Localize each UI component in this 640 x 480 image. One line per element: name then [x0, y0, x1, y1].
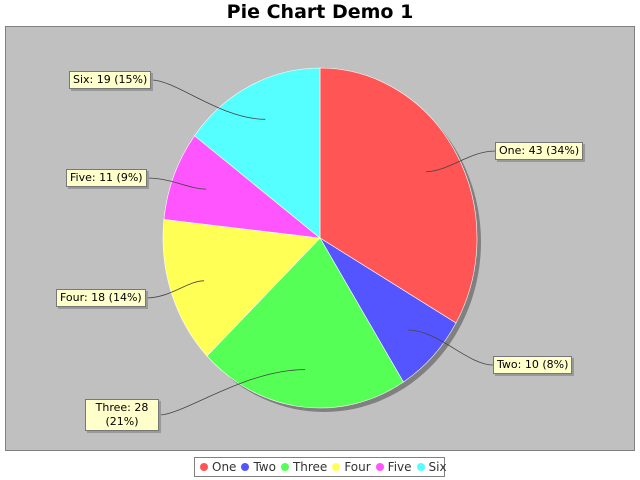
slice-label-four: Four: 18 (14%) — [56, 289, 146, 307]
pie-slice-five[interactable] — [163, 135, 321, 239]
leader-line-six — [151, 79, 266, 120]
leader-line-five — [146, 177, 207, 190]
legend-item-five: Five — [375, 460, 412, 474]
legend-label: One — [212, 460, 237, 474]
legend-item-three: Three — [280, 460, 328, 474]
legend-swatch — [200, 463, 208, 471]
legend-label: Three — [292, 460, 328, 474]
legend-item-one: One — [200, 460, 236, 474]
slice-label-six: Six: 19 (15%) — [69, 71, 152, 89]
legend-label: Four — [344, 460, 371, 474]
legend: One Two Three Four Five Six — [194, 457, 447, 477]
legend-item-two: Two — [241, 460, 276, 474]
pie-slice-one[interactable] — [319, 67, 478, 324]
pie-slice-four[interactable] — [162, 219, 321, 357]
leader-line-three — [158, 369, 306, 416]
legend-label: Two — [253, 460, 276, 474]
legend-label: Five — [387, 460, 412, 474]
legend-swatch — [280, 463, 289, 471]
slice-label-five: Five: 11 (9%) — [66, 169, 147, 187]
leader-line-two — [408, 329, 494, 366]
slice-label-three: Three: 28 (21%) — [85, 399, 159, 431]
legend-item-four: Four — [332, 460, 371, 474]
slice-label-two: Two: 10 (8%) — [493, 356, 573, 374]
legend-label: Six — [428, 460, 447, 474]
legend-swatch — [375, 463, 384, 471]
legend-swatch — [332, 463, 341, 471]
legend-item-six: Six — [416, 460, 447, 474]
chart-title: Pie Chart Demo 1 — [226, 1, 414, 23]
leader-line-one — [426, 150, 496, 173]
legend-swatch — [241, 463, 250, 471]
pie-slice-three[interactable] — [206, 237, 404, 409]
leader-line-four — [145, 280, 205, 299]
legend-swatch — [416, 463, 425, 471]
slice-label-one: One: 43 (34%) — [495, 142, 584, 160]
